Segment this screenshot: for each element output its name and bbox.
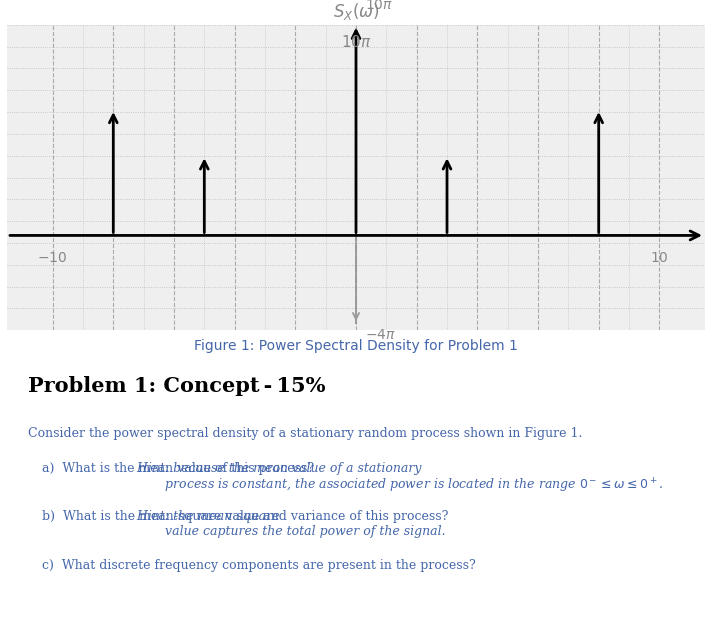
Text: a)  What is the mean value of this process?: a) What is the mean value of this proces… <box>42 462 314 475</box>
Text: Hint: because the mean value of a stationary
        process is constant, the as: Hint: because the mean value of a statio… <box>132 462 663 496</box>
Text: c)  What discrete frequency components are present in the process?: c) What discrete frequency components ar… <box>42 559 476 572</box>
Text: $-10$: $-10$ <box>38 251 68 265</box>
Text: Hint: the mean square
        value captures the total power of the signal.: Hint: the mean square value captures the… <box>132 510 445 538</box>
Text: Problem 1: Concept - 15%: Problem 1: Concept - 15% <box>28 376 325 396</box>
Text: $\omega$: $\omega$ <box>711 216 712 231</box>
Text: b)  What is the mean-square value and variance of this process?: b) What is the mean-square value and var… <box>42 510 449 523</box>
Text: $-4\pi$: $-4\pi$ <box>365 328 396 342</box>
Text: $S_X(\omega)$: $S_X(\omega)$ <box>333 1 379 22</box>
Text: $10$: $10$ <box>650 251 669 265</box>
Text: $10\pi$: $10\pi$ <box>340 34 372 50</box>
Text: Consider the power spectral density of a stationary random process shown in Figu: Consider the power spectral density of a… <box>28 427 582 440</box>
Text: Figure 1: Power Spectral Density for Problem 1: Figure 1: Power Spectral Density for Pro… <box>194 339 518 353</box>
Text: $10\pi$: $10\pi$ <box>365 0 393 12</box>
